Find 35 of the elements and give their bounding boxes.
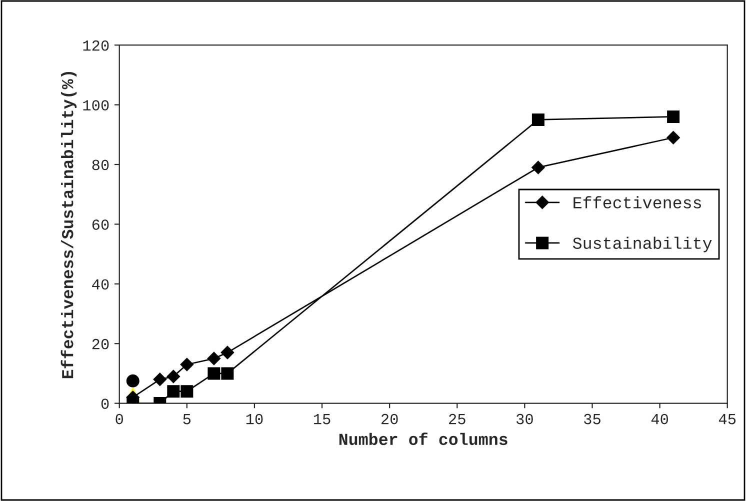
- x-axis-title: Number of columns: [339, 432, 508, 446]
- x-tick-label: 25: [449, 414, 466, 424]
- point: [180, 358, 194, 372]
- x-tick-label: 5: [183, 414, 191, 424]
- point: [207, 352, 221, 366]
- point: [180, 385, 194, 398]
- y-tick-label: 100: [83, 100, 109, 110]
- point: [167, 385, 180, 398]
- x-tick-label: 35: [584, 414, 600, 424]
- x-tick-label: 20: [381, 414, 398, 424]
- x-tick-label: 45: [718, 414, 736, 424]
- y-tick-label: 60: [92, 220, 109, 230]
- y-tick-label: 0: [101, 398, 109, 409]
- point: [166, 370, 180, 384]
- point: [532, 113, 544, 126]
- y-tick-label: 80: [92, 160, 109, 170]
- point: [153, 372, 166, 386]
- x-tick-label: 10: [246, 414, 263, 424]
- point: [126, 374, 140, 388]
- x-tick-label: 30: [516, 414, 533, 424]
- point: [667, 110, 680, 123]
- x-tick-label: 15: [314, 414, 330, 424]
- y-tick-label: 120: [83, 40, 109, 51]
- y-tick-label: 20: [92, 338, 109, 350]
- x-tick-label: 40: [651, 414, 668, 424]
- y-tick-label: 40: [92, 279, 109, 290]
- legend-label: Effectiveness: [574, 196, 701, 208]
- legend-label: Sustainability: [572, 236, 712, 252]
- x-tick-label: 0: [116, 414, 124, 424]
- point: [666, 131, 680, 144]
- point: [220, 346, 234, 360]
- point: [532, 160, 545, 174]
- y-axis-title: Effectiveness/Sustainability(%): [60, 72, 77, 378]
- point: [208, 367, 220, 380]
- point: [221, 367, 234, 380]
